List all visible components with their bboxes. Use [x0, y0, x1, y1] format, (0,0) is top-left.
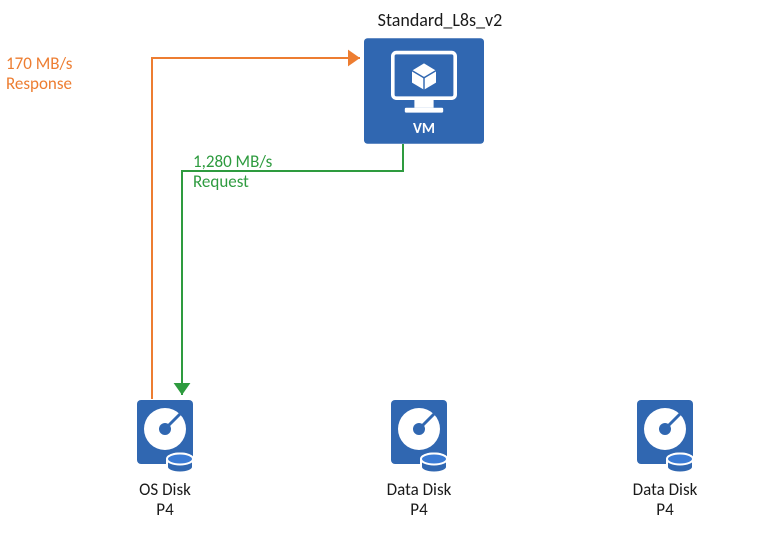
disk-2-label: Data Disk P4 [610, 480, 720, 521]
response-label-l2: Response [6, 73, 72, 94]
vm-inner-label-text: VM [413, 120, 435, 138]
response-label-l1: 170 MB/s [6, 53, 72, 74]
disk-0-label-l2: P4 [156, 499, 173, 520]
vm-box: VM [364, 38, 484, 144]
disk-2-label-l2: P4 [656, 499, 673, 520]
request-label-l1: 1,280 MB/s [193, 151, 272, 172]
vm-title-text: Standard_L8s_v2 [378, 9, 503, 31]
response-arrow [152, 50, 360, 399]
disk-2 [636, 399, 694, 473]
disk-2-label-l1: Data Disk [633, 479, 698, 500]
disk-1-label-l2: P4 [410, 499, 427, 520]
disk-1-label-l1: Data Disk [387, 479, 452, 500]
disk-1-label: Data Disk P4 [364, 480, 474, 521]
disk-0-label-l1: OS Disk [139, 479, 191, 500]
disk-icon [636, 399, 694, 473]
disk-0 [136, 399, 194, 473]
vm-inner-label: VM [364, 120, 484, 138]
request-label-l2: Request [193, 171, 249, 192]
disk-icon [390, 399, 448, 473]
disk-0-label: OS Disk P4 [110, 480, 220, 521]
vm-title: Standard_L8s_v2 [350, 10, 530, 32]
response-label: 170 MB/s Response [6, 54, 116, 95]
disk-1 [390, 399, 448, 473]
request-label: 1,280 MB/s Request [193, 152, 313, 193]
disk-icon [136, 399, 194, 473]
